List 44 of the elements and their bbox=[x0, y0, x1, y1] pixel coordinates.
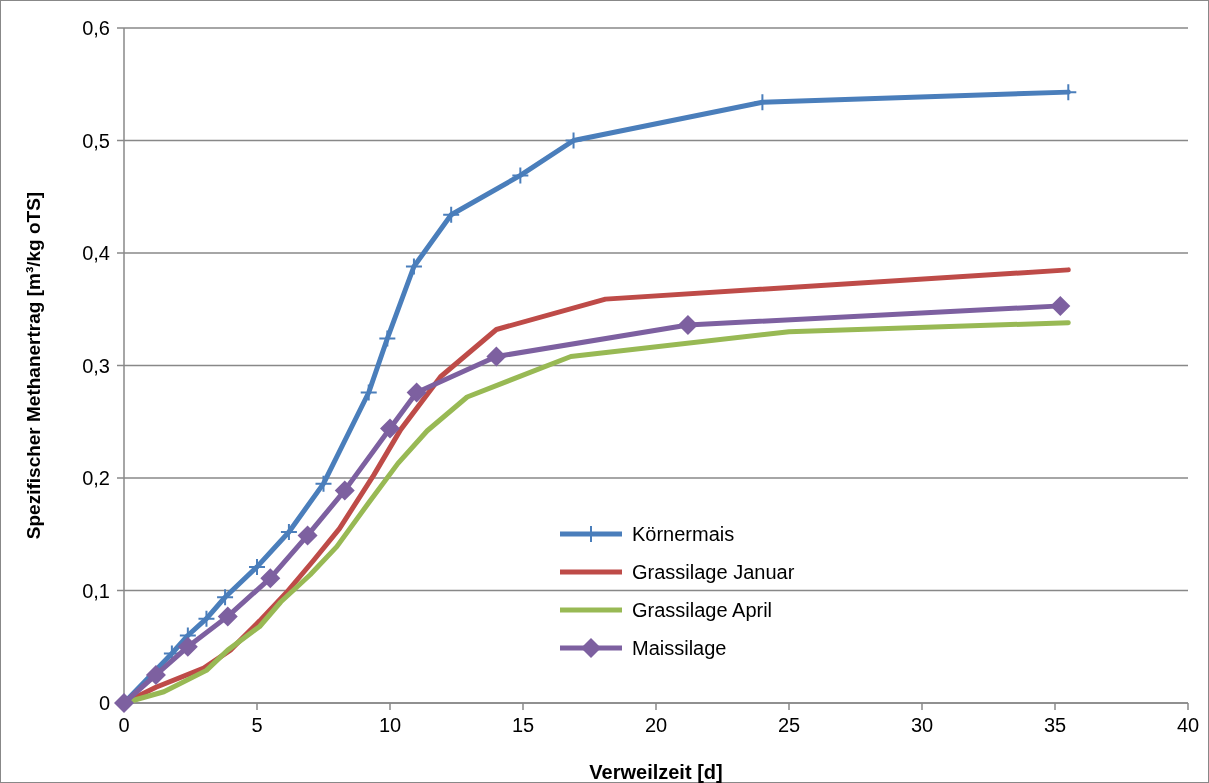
x-tick-label: 0 bbox=[118, 714, 130, 736]
point bbox=[1050, 295, 1071, 316]
y-tick-label: 0,4 bbox=[82, 242, 110, 264]
point bbox=[177, 636, 198, 657]
point bbox=[486, 346, 507, 367]
point bbox=[334, 480, 355, 501]
point bbox=[314, 474, 333, 493]
point bbox=[404, 257, 423, 276]
x-tick-label: 20 bbox=[644, 714, 668, 736]
x-tick-label: 35 bbox=[1043, 714, 1067, 736]
legend-label: Grassilage Januar bbox=[632, 561, 795, 583]
point bbox=[197, 609, 216, 628]
x-tick-label: 5 bbox=[251, 714, 263, 736]
legend-label: Grassilage April bbox=[632, 599, 773, 621]
point bbox=[378, 329, 397, 348]
point bbox=[406, 382, 427, 403]
point bbox=[145, 664, 166, 685]
point bbox=[279, 523, 298, 541]
y-tick-label: 0,3 bbox=[82, 354, 110, 377]
point bbox=[442, 205, 461, 224]
x-axis-title: Verweilzeit [d] bbox=[589, 761, 723, 783]
y-tick-label: 0,6 bbox=[82, 17, 110, 39]
point bbox=[248, 557, 266, 576]
y-tick-label: 0 bbox=[98, 692, 110, 714]
point bbox=[564, 131, 583, 150]
point bbox=[677, 315, 698, 335]
x-tick-label: 15 bbox=[511, 714, 535, 736]
point bbox=[380, 418, 400, 439]
legend-label: Körnermais bbox=[632, 523, 735, 545]
y-tick-label: 0,5 bbox=[82, 129, 110, 152]
y-tick-label: 0,2 bbox=[82, 467, 110, 489]
y-tick-label: 0,1 bbox=[82, 579, 110, 602]
legend-label: Maissilage bbox=[632, 637, 727, 659]
point bbox=[511, 166, 530, 185]
y-axis-title: Spezifischer Methanertrag [m³/kg oTS] bbox=[23, 191, 44, 540]
x-tick-label: 25 bbox=[777, 714, 801, 736]
x-tick-label: 40 bbox=[1176, 714, 1200, 736]
point bbox=[216, 588, 235, 607]
point bbox=[359, 383, 378, 402]
x-tick-label: 10 bbox=[378, 714, 402, 736]
point bbox=[297, 525, 318, 546]
point bbox=[217, 606, 238, 627]
point bbox=[260, 568, 281, 589]
x-tick-label: 30 bbox=[910, 714, 934, 736]
